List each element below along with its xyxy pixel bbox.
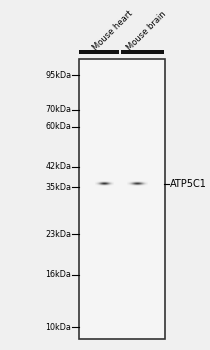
Text: 42kDa: 42kDa [46, 162, 72, 171]
Text: 35kDa: 35kDa [46, 183, 72, 192]
Text: 16kDa: 16kDa [46, 270, 72, 279]
Text: 60kDa: 60kDa [46, 122, 72, 131]
Bar [121, 50, 164, 54]
Bar [79, 50, 119, 54]
Text: 70kDa: 70kDa [46, 105, 72, 114]
Text: 95kDa: 95kDa [45, 71, 72, 80]
Text: Mouse heart: Mouse heart [91, 9, 135, 52]
Text: ATP5C1: ATP5C1 [170, 179, 207, 189]
Text: 23kDa: 23kDa [46, 230, 72, 239]
Text: 10kDa: 10kDa [46, 323, 72, 332]
Bar [79, 59, 165, 339]
Text: Mouse brain: Mouse brain [125, 9, 168, 52]
